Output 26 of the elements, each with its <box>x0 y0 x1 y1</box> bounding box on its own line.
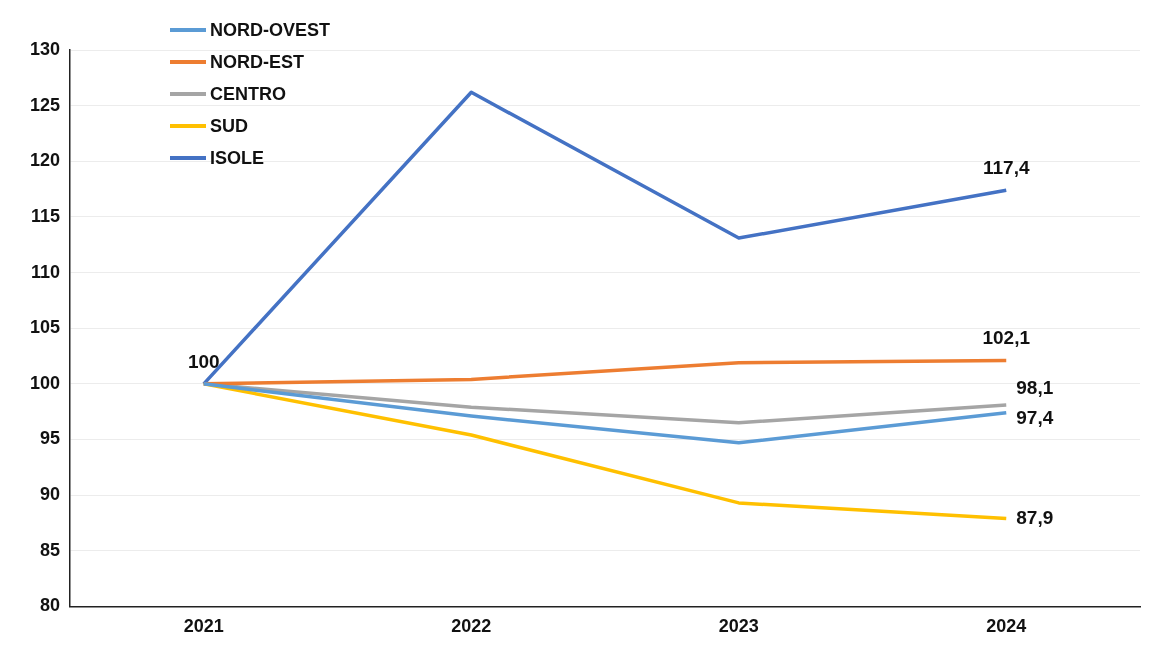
y-tick-label: 105 <box>29 317 61 338</box>
legend-label: NORD-EST <box>210 51 304 73</box>
y-tick-label: 130 <box>29 38 61 59</box>
y-tick-label: 120 <box>29 150 61 171</box>
y-tick-label: 85 <box>40 539 61 560</box>
x-tick-label: 2023 <box>718 616 759 637</box>
data-label: 100 <box>187 350 220 372</box>
x-tick-label: 2022 <box>451 616 492 637</box>
legend-label: CENTRO <box>210 83 286 105</box>
legend-label: ISOLE <box>210 147 265 169</box>
y-tick-label: 80 <box>40 595 61 616</box>
x-tick-label: 2021 <box>183 616 224 637</box>
y-tick-label: 110 <box>30 261 61 282</box>
y-tick-label: 125 <box>29 94 61 115</box>
y-tick-label: 90 <box>40 484 61 505</box>
legend-label: NORD-OVEST <box>210 19 331 41</box>
data-label: 117,4 <box>983 156 1030 178</box>
data-label: 87,9 <box>1016 506 1054 528</box>
y-tick-label: 115 <box>30 205 61 226</box>
data-label: 102,1 <box>982 327 1031 349</box>
y-tick-label: 95 <box>40 428 61 449</box>
data-label: 98,1 <box>1016 377 1054 399</box>
data-label: 97,4 <box>1016 407 1054 429</box>
y-tick-label: 100 <box>29 372 61 393</box>
x-tick-label: 2024 <box>986 616 1027 637</box>
legend-label: SUD <box>210 115 249 137</box>
